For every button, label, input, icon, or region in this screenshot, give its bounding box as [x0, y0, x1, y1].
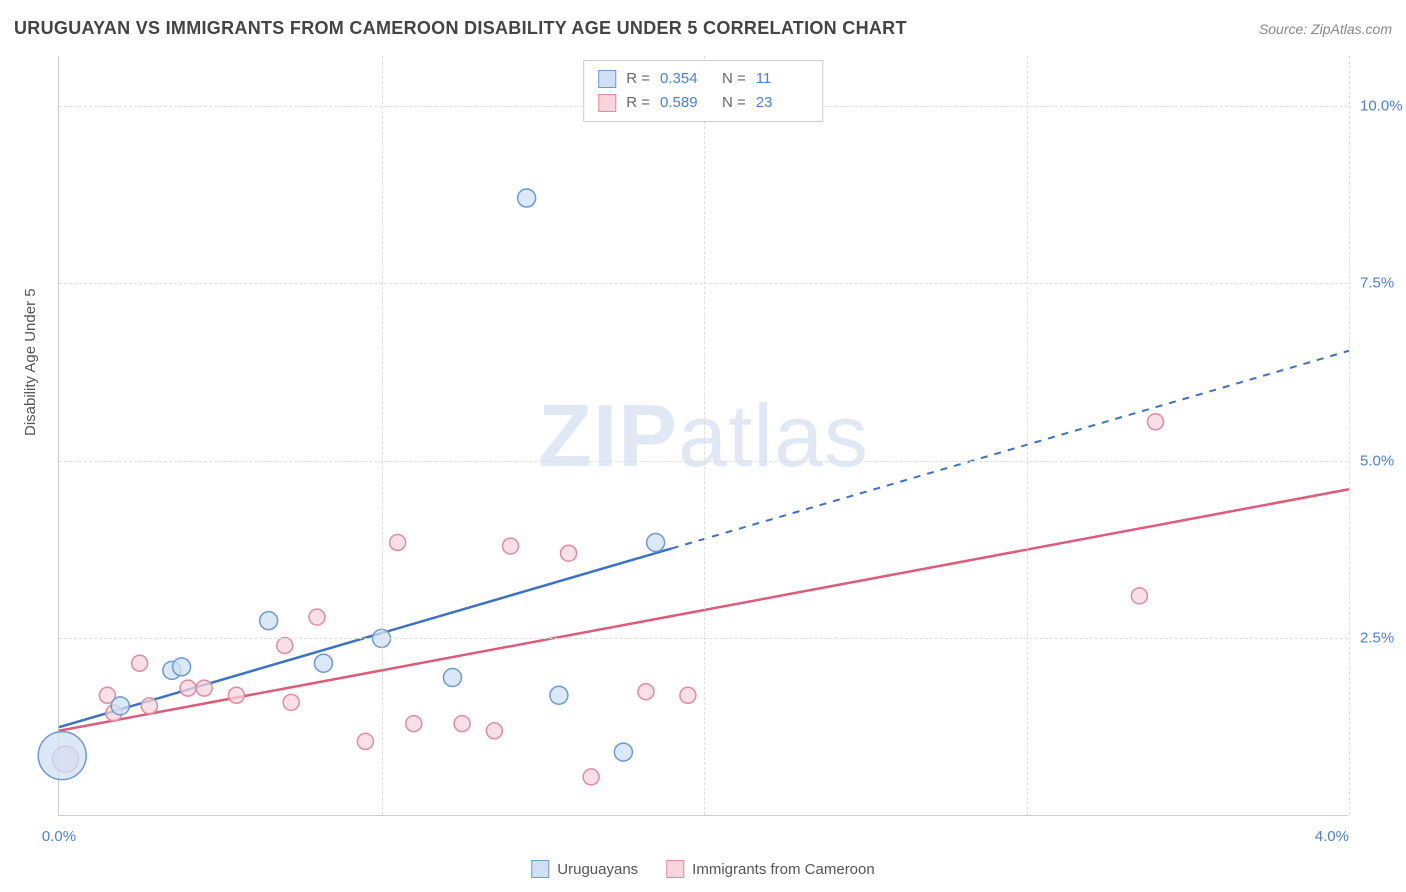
data-point: [390, 535, 406, 551]
data-point: [260, 612, 278, 630]
data-point: [277, 638, 293, 654]
data-point: [443, 668, 461, 686]
trend-line-dashed: [672, 351, 1349, 549]
data-point: [561, 545, 577, 561]
swatch-bottom-1: [666, 860, 684, 878]
data-point: [406, 716, 422, 732]
data-point: [196, 680, 212, 696]
data-point: [141, 698, 157, 714]
data-point: [1131, 588, 1147, 604]
data-point: [38, 732, 86, 780]
x-tick-label: 4.0%: [1315, 828, 1349, 845]
data-point: [614, 743, 632, 761]
y-axis-label: Disability Age Under 5: [22, 288, 39, 436]
data-point: [180, 680, 196, 696]
chart-title: URUGUAYAN VS IMMIGRANTS FROM CAMEROON DI…: [14, 18, 907, 39]
gridline-v-minor: [382, 56, 383, 815]
swatch-series-0: [598, 70, 616, 88]
data-point: [518, 189, 536, 207]
data-point: [647, 534, 665, 552]
legend-stats: R = 0.354 N = 11 R = 0.589 N = 23: [583, 60, 823, 122]
legend-series: Uruguayans Immigrants from Cameroon: [531, 860, 874, 878]
data-point: [583, 769, 599, 785]
legend-item-1: Immigrants from Cameroon: [666, 860, 875, 878]
gridline-v-minor: [1027, 56, 1028, 815]
gridline-v: [704, 56, 705, 815]
swatch-series-1: [598, 94, 616, 112]
data-point: [132, 655, 148, 671]
swatch-bottom-0: [531, 860, 549, 878]
y-tick-label: 2.5%: [1360, 630, 1406, 647]
y-tick-label: 5.0%: [1360, 452, 1406, 469]
data-point: [680, 687, 696, 703]
y-tick-label: 10.0%: [1360, 97, 1406, 114]
data-point: [454, 716, 470, 732]
data-point: [314, 654, 332, 672]
legend-stats-row-1: R = 0.589 N = 23: [598, 91, 808, 115]
data-point: [550, 686, 568, 704]
data-point: [283, 694, 299, 710]
x-tick-label: 0.0%: [42, 828, 76, 845]
gridline-v: [1349, 56, 1350, 815]
data-point: [486, 723, 502, 739]
chart-plot-area: ZIPatlas 2.5%5.0%7.5%10.0%0.0%4.0%: [58, 56, 1348, 816]
source-text: Source: ZipAtlas.com: [1259, 21, 1392, 37]
data-point: [111, 697, 129, 715]
data-point: [357, 733, 373, 749]
data-point: [638, 684, 654, 700]
data-point: [309, 609, 325, 625]
legend-stats-row-0: R = 0.354 N = 11: [598, 67, 808, 91]
data-point: [1148, 414, 1164, 430]
legend-item-0: Uruguayans: [531, 860, 638, 878]
data-point: [173, 658, 191, 676]
y-tick-label: 7.5%: [1360, 275, 1406, 292]
data-point: [503, 538, 519, 554]
data-point: [228, 687, 244, 703]
